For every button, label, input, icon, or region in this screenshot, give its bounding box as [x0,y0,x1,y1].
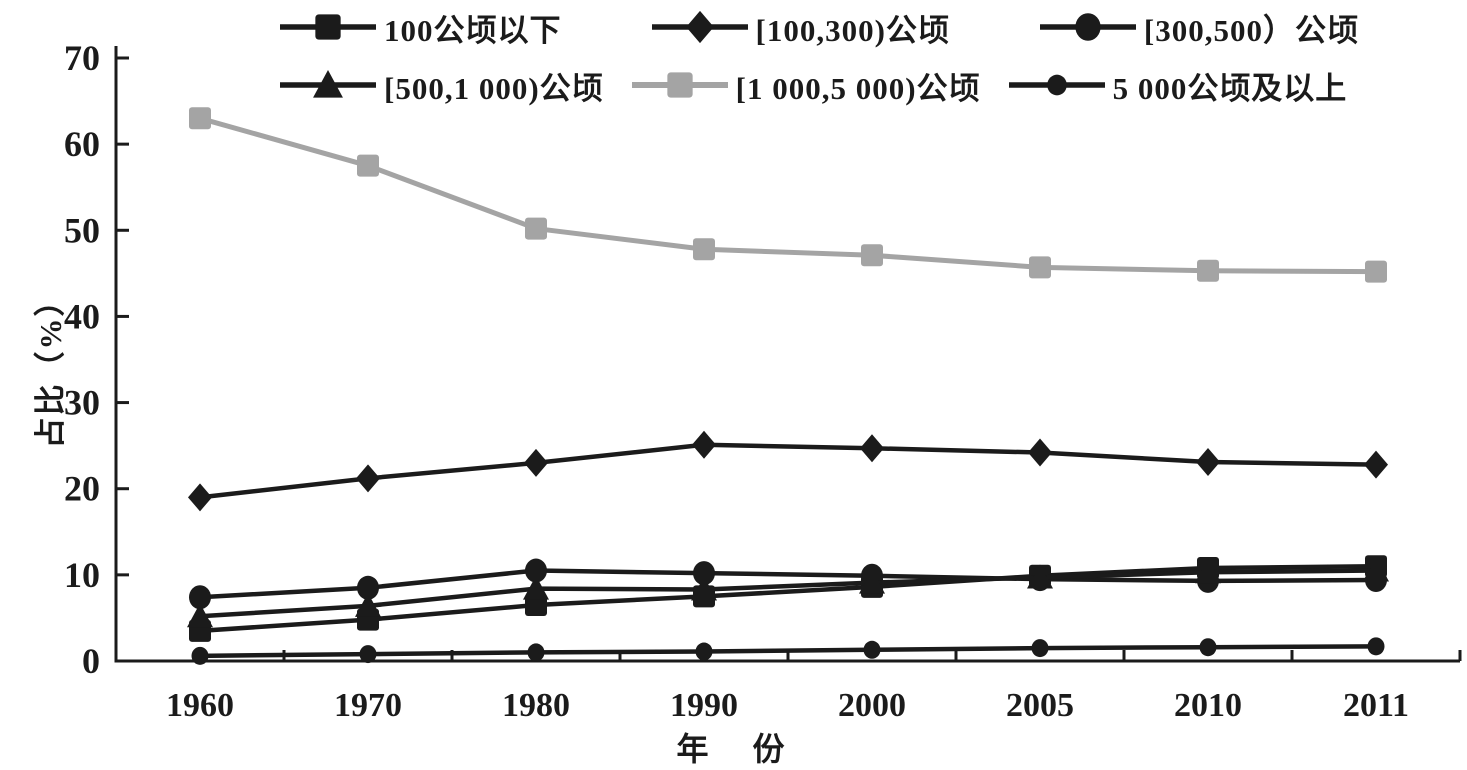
marker-diamond [188,483,212,512]
legend-item-label: 100公顷以下 [384,12,562,48]
marker-diamond [692,430,716,459]
legend-item-2: [300,500）公顷 [1038,4,1359,50]
legend-item-label: [500,1 000)公顷 [384,70,604,106]
legend-item-label: [300,500）公顷 [1143,12,1359,48]
x-tick-label: 2005 [1006,687,1074,724]
x-tick-label: 1990 [670,687,738,724]
y-tick-label: 20 [64,469,100,509]
marker-diamond [524,448,548,477]
marker-square [525,217,547,240]
marker-square [1029,256,1051,279]
series-line-1 [197,442,1379,500]
marker-small-circle [1199,638,1217,657]
series-line-5 [197,644,1379,659]
marker-circle [357,575,379,600]
legend-marker-icon [280,70,376,98]
marker-triangle [859,569,885,594]
y-tick-label: 30 [64,383,100,423]
marker-small-circle [359,645,377,664]
legend-item-0: 100公顷以下 [278,4,562,50]
legend-marker-icon [631,72,728,98]
marker-triangle [313,70,343,98]
legend-marker-icon [1008,74,1105,96]
x-tick-label: 2000 [838,687,906,724]
marker-small-circle [1046,74,1067,96]
legend-marker-icon [1039,13,1136,41]
legend-item-label: [100,300)公顷 [755,12,950,48]
series-line-2 [197,568,1379,600]
legend-row-2: [500,1 000)公顷 [1 000,5 000)公顷 5 000公顷及以上 [278,62,1347,108]
y-tick-label: 70 [64,38,100,78]
marker-square [1197,259,1219,282]
legend-item-4: [1 000,5 000)公顷 [630,62,981,108]
y-tick-label: 50 [64,210,100,250]
legend-item-label: 5 000公顷及以上 [1112,70,1348,106]
marker-square [861,244,883,267]
series-line-4 [197,115,1379,275]
marker-circle [525,558,547,583]
marker-diamond [1028,438,1052,467]
x-tick-label: 1960 [166,687,234,724]
marker-square [189,107,211,130]
x-tick-label: 2010 [1174,687,1242,724]
marker-triangle [187,603,213,628]
marker-square [357,154,379,177]
marker-triangle [1363,557,1389,582]
legend-marker-icon [280,14,376,40]
marker-circle [693,561,715,586]
y-tick-label: 60 [64,124,100,164]
marker-diamond [1196,448,1220,477]
marker-square [315,14,341,40]
marker-diamond [860,434,884,463]
marker-triangle [691,576,717,601]
marker-circle [1075,13,1101,41]
x-tick-label: 1970 [334,687,402,724]
marker-square [667,72,693,98]
legend-item-5: 5 000公顷及以上 [1007,62,1348,108]
marker-triangle [355,592,381,617]
marker-small-circle [695,642,713,661]
series-line-0 [197,563,1379,634]
series-line-3 [197,568,1379,619]
marker-circle [189,585,211,610]
y-tick-label: 10 [64,555,100,595]
legend-row-1: 100公顷以下 [100,300)公顷 [300,500）公顷 [278,4,1359,50]
legend-item-label: [1 000,5 000)公顷 [735,70,981,106]
marker-triangle [1195,559,1221,584]
x-tick-label: 2011 [1343,687,1409,724]
marker-diamond [685,10,714,44]
y-tick-label: 0 [82,641,100,681]
marker-small-circle [191,646,209,665]
y-axis-title: 占比（%） [33,283,68,449]
marker-triangle [1027,564,1053,589]
marker-diamond [1364,450,1388,479]
marker-small-circle [1031,639,1049,658]
marker-square [693,238,715,261]
legend-marker-icon [651,10,748,44]
marker-diamond [356,464,380,493]
marker-small-circle [863,640,881,659]
legend-item-3: [500,1 000)公顷 [278,62,604,108]
marker-small-circle [527,643,545,662]
marker-square [1365,260,1387,283]
legend-item-1: [100,300)公顷 [650,4,950,50]
x-tick-label: 1980 [502,687,570,724]
y-tick-label: 40 [64,296,100,336]
marker-small-circle [1367,637,1385,656]
x-axis-title: 年 份 [676,731,791,767]
marker-triangle [523,575,549,600]
